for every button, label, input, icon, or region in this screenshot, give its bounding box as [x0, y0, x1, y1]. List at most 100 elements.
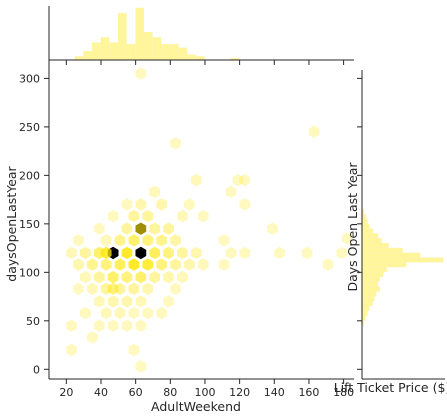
marginal-y-axis-label: Days Open Last Year — [345, 162, 360, 292]
hexbin-cell — [163, 222, 174, 235]
hexbin-cell — [100, 282, 112, 296]
hexbin-cell — [177, 270, 188, 284]
hexbin-cell — [267, 222, 278, 235]
hexbin-cell — [190, 174, 202, 187]
marginal-y-bar — [361, 228, 373, 234]
hexbin-cell — [107, 270, 119, 284]
hexbin-cell — [128, 234, 140, 247]
marginal-x-bar — [187, 54, 196, 61]
hexbin-cell — [66, 246, 77, 260]
hexbin-cell — [73, 234, 84, 247]
marginal-y-bar — [361, 310, 368, 316]
y-axis-label: daysOpenLastYear — [4, 165, 19, 281]
marginal-x-bar — [144, 32, 153, 61]
marginal-y-bar — [361, 242, 389, 248]
hexbin-cell — [239, 174, 251, 187]
hexbin-cell — [170, 258, 181, 271]
hexbin-cell — [93, 222, 105, 235]
hexbin-cell — [135, 360, 147, 373]
marginal-x-bar — [152, 37, 162, 61]
hexbin-cell — [86, 282, 98, 296]
hexbin-cell — [135, 295, 147, 308]
y-tick-label: 0 — [33, 363, 40, 376]
marginal-y-bar — [361, 233, 379, 239]
hexbin-cell — [114, 234, 126, 247]
hexbin-cell — [149, 270, 161, 284]
hexbin-cell — [107, 209, 119, 223]
y-tick-label: 100 — [19, 266, 40, 279]
marginal-y-bar — [361, 213, 366, 219]
hexbin-cell — [73, 258, 84, 271]
hexbin-cell — [149, 185, 161, 199]
y-tick-label: 250 — [19, 121, 40, 134]
hexbin-cell — [114, 258, 126, 271]
marginal-y-bar — [361, 267, 387, 273]
y-tick-label: 200 — [19, 169, 40, 182]
hexbin-cell — [93, 319, 105, 332]
y-tick-label: 300 — [19, 72, 40, 85]
marginal-x-bar — [170, 44, 179, 61]
hexbin-cell — [86, 331, 98, 344]
marginal-x-bar — [196, 56, 205, 61]
top-marginal-histogram — [74, 7, 240, 61]
hexbin-cell — [121, 198, 133, 211]
marginal-x-bar — [100, 37, 110, 61]
hexbin-cell — [156, 198, 168, 211]
hexbin-cell — [121, 319, 133, 332]
hexbin-cell — [225, 185, 237, 199]
hexbin-cell — [239, 246, 251, 260]
hexbin-cell — [341, 232, 353, 245]
hexbin-cell — [149, 222, 161, 235]
hexbin-cell — [177, 209, 188, 223]
x-tick-label: 140 — [264, 386, 285, 399]
hexbin-cell — [128, 343, 140, 357]
hexbin-cell — [128, 282, 140, 296]
marginal-y-bar — [361, 238, 382, 243]
hexbin-cell — [100, 306, 112, 320]
marginal-y-bar — [361, 257, 444, 263]
x-tick-label: 40 — [94, 386, 108, 399]
hexbin-cell — [73, 282, 84, 296]
hexbin-cell — [322, 258, 334, 271]
hexbin-cell — [142, 258, 154, 271]
marginal-x-bar — [161, 44, 170, 61]
hexbin-cell — [114, 282, 126, 296]
hexbin-cell — [177, 246, 188, 260]
hexbin-cell — [142, 306, 154, 320]
marginal-x-axis-label: Lift Ticket Price ($) — [334, 380, 447, 395]
hexbin-cell — [156, 258, 168, 271]
marginal-y-bar — [361, 296, 375, 302]
marginal-y-bar — [361, 276, 380, 282]
hexbin-cell — [225, 246, 237, 260]
hexbin-cell — [274, 246, 285, 260]
hexbin-cell — [135, 319, 147, 332]
hexbin-cell — [135, 222, 147, 235]
hexbin-cell — [163, 270, 174, 284]
hexbin-cell — [100, 258, 112, 271]
hexbin-cell — [107, 295, 119, 308]
marginal-y-bar — [361, 272, 384, 277]
hexbin-cell — [93, 295, 105, 308]
hexbin-cell — [163, 295, 174, 308]
hexbin-cell — [128, 209, 140, 223]
hexbin-cell — [93, 246, 105, 260]
hexbin-cell — [197, 209, 209, 223]
hexbin-cell — [128, 258, 140, 271]
hexbin-cell — [156, 306, 168, 320]
axes: 20 40 60 80 100 120 140 160 180 0 50 100 150 200 250 30… — [19, 6, 445, 399]
hexbin-cell — [128, 306, 140, 320]
x-tick-label: 20 — [59, 386, 73, 399]
hexbin-cell — [121, 270, 133, 284]
hexbin-cell — [107, 282, 119, 296]
hexbin-cell — [232, 174, 244, 187]
hexbin-cell — [170, 234, 181, 247]
hexbin-cell — [336, 246, 348, 260]
x-tick-label: 160 — [298, 386, 319, 399]
marginal-y-bar — [361, 291, 377, 297]
hexbin-cell — [239, 198, 251, 211]
hexbin-cell — [197, 258, 209, 271]
marginal-y-bar — [361, 306, 370, 311]
marginal-x-bar — [74, 56, 84, 61]
hexbin-cell — [218, 258, 230, 271]
